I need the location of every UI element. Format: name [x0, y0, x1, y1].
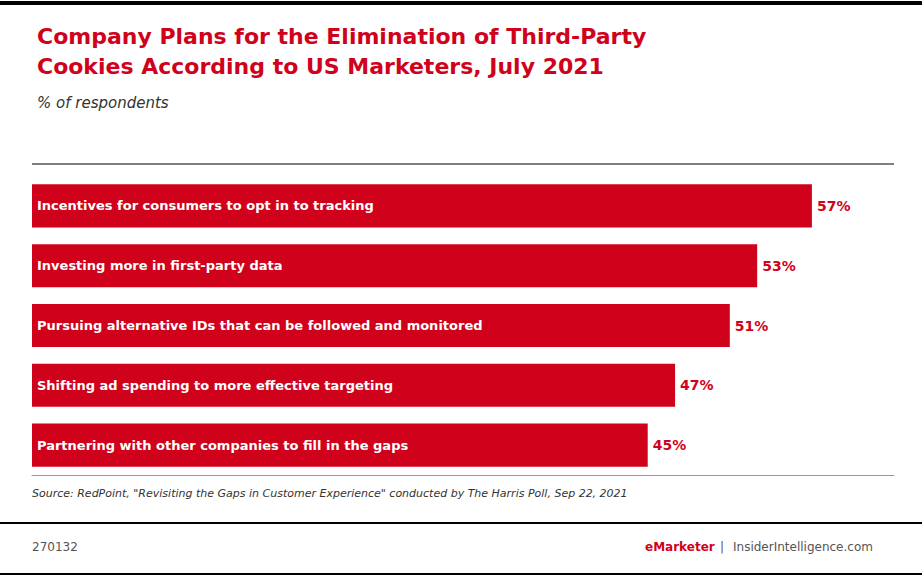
svg-text:Incentives for consumers to op: Incentives for consumers to opt in to tr… — [37, 198, 374, 213]
svg-text:InsiderIntelligence.com: InsiderIntelligence.com — [733, 540, 873, 554]
svg-text:Pursuing alternative IDs that: Pursuing alternative IDs that can be fol… — [37, 318, 483, 333]
svg-text:45%: 45% — [653, 437, 687, 453]
svg-text:57%: 57% — [817, 198, 851, 214]
svg-text:Partnering with other companie: Partnering with other companies to fill … — [37, 438, 408, 453]
svg-text:Shifting ad spending to more e: Shifting ad spending to more effective t… — [37, 378, 393, 393]
svg-text:% of respondents: % of respondents — [37, 94, 169, 112]
svg-text:Investing more in first-party: Investing more in first-party data — [37, 258, 283, 273]
svg-text:Company Plans for the Eliminat: Company Plans for the Elimination of Thi… — [37, 24, 646, 49]
svg-text:51%: 51% — [735, 318, 769, 334]
svg-text:270132: 270132 — [32, 540, 78, 554]
svg-text:eMarketer: eMarketer — [645, 540, 715, 554]
svg-text:|: | — [720, 540, 724, 554]
svg-text:Cookies According to US Market: Cookies According to US Marketers, July … — [37, 54, 604, 79]
svg-text:Source: RedPoint, "Revisiting: Source: RedPoint, "Revisiting the Gaps i… — [32, 487, 628, 500]
svg-text:53%: 53% — [762, 258, 796, 274]
svg-text:47%: 47% — [680, 377, 714, 393]
